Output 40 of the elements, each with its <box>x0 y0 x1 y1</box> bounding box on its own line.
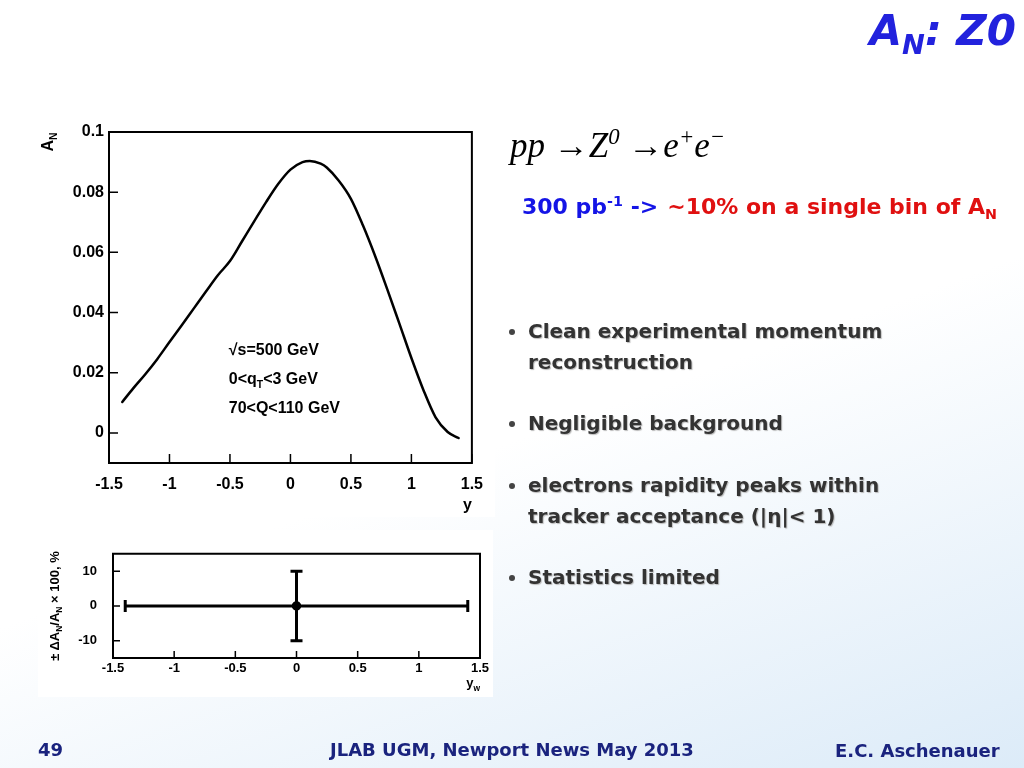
y-tick-label: 0.08 <box>72 182 105 200</box>
y-tick-label: 0.04 <box>72 302 105 320</box>
y-tick-label: 0 <box>95 423 105 441</box>
x-axis-title: y$_{w}$ <box>466 675 480 693</box>
x-tick-label: 0.5 <box>339 475 363 493</box>
text: 49 <box>38 739 64 761</box>
y-tick-label: -10 <box>78 632 97 648</box>
text: E.C. Aschenauer <box>835 740 1000 762</box>
line-series <box>121 159 460 440</box>
text: Statistics limited <box>528 564 721 591</box>
y-tick-label: 10 <box>82 562 97 578</box>
x-tick-label: 0 <box>292 660 301 676</box>
x-tick-label: -1 <box>168 660 180 676</box>
x-tick-label: 1 <box>406 475 416 493</box>
x-tick-label: -0.5 <box>224 660 247 676</box>
y-tick-label: 0.06 <box>72 242 105 260</box>
text: 300 pb$^{-1}$ -> <box>522 192 659 221</box>
x-tick-label: 1.5 <box>470 660 490 676</box>
y-tick-label: 0.1 <box>81 122 105 140</box>
x-tick-label: -0.5 <box>216 475 244 493</box>
x-tick-label: 1.5 <box>460 475 484 493</box>
y-tick-label: 0 <box>89 597 97 613</box>
text: Clean experimental momentum reconstruction <box>528 318 884 376</box>
y-tick-label: 0.02 <box>72 363 105 381</box>
annotation: 0<q$_{T}$<3 GeV <box>228 369 318 390</box>
text: JLAB UGM, Newport News May 2013 <box>330 739 694 761</box>
x-tick-label: 1 <box>415 660 423 676</box>
x-tick-label: -1 <box>162 475 177 493</box>
x-axis-title: y <box>462 496 472 514</box>
x-tick-label: 0 <box>285 475 295 493</box>
text: Negligible background <box>528 410 784 437</box>
text: ~10% on a single bin of A$_{N}$ <box>667 193 998 223</box>
annotation: 70<Q<110 GeV <box>228 398 340 417</box>
text: pp →Z$^{0}$ →e$^{+}$e$^{−}$ <box>510 124 726 165</box>
text: A$_{N}$: Z0 <box>869 6 1016 61</box>
x-tick-label: -1.5 <box>95 475 123 493</box>
x-tick-label: 0.5 <box>348 660 367 676</box>
annotation: √s=500 GeV <box>228 340 319 359</box>
text: electrons rapidity peaks within tracker acceptance (|η|< 1) <box>528 472 881 530</box>
x-tick-label: -1.5 <box>101 660 125 676</box>
